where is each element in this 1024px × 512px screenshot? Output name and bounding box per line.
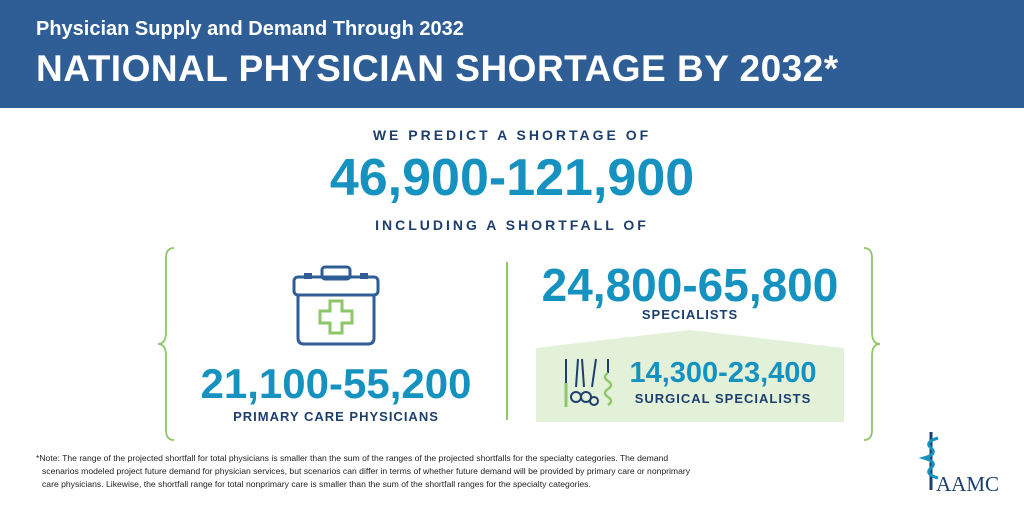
surgical-specialists-range: 14,300-23,400 [629, 357, 817, 389]
surgical-tools-icon [564, 358, 613, 407]
left-brace [157, 247, 175, 441]
footnote-line-2: scenarios modeled project future demand … [42, 466, 691, 476]
header-subtitle: Physician Supply and Demand Through 2032 [36, 18, 464, 40]
specialists-label: SPECIALISTS [641, 307, 739, 322]
caduceus-icon [918, 432, 939, 490]
header-banner: Physician Supply and Demand Through 2032… [0, 0, 1024, 108]
aamc-logo-text: AAMC [936, 472, 1000, 496]
shortfall-lead: INCLUDING A SHORTFALL OF [375, 217, 649, 233]
footnote-line-3: care physicians. Likewise, the shortfall… [42, 479, 591, 489]
footnote-line-1: *Note: The range of the projected shortf… [36, 453, 669, 463]
shortage-lead: WE PREDICT A SHORTAGE OF [372, 127, 652, 143]
first-aid-kit-icon [292, 265, 380, 346]
specialists-range: 24,800-65,800 [541, 259, 839, 311]
primary-care-label: PRIMARY CARE PHYSICIANS [233, 409, 439, 424]
total-shortage-range: 46,900-121,900 [329, 149, 695, 207]
primary-care-range: 21,100-55,200 [200, 360, 472, 407]
right-brace [863, 247, 881, 441]
footnote: *Note: The range of the projected shortf… [36, 452, 796, 491]
column-divider [506, 262, 508, 420]
header-title: NATIONAL PHYSICIAN SHORTAGE BY 2032* [36, 48, 839, 89]
surgical-specialists-label: SURGICAL SPECIALISTS [634, 391, 812, 406]
surgical-specialists-panel [536, 330, 844, 422]
